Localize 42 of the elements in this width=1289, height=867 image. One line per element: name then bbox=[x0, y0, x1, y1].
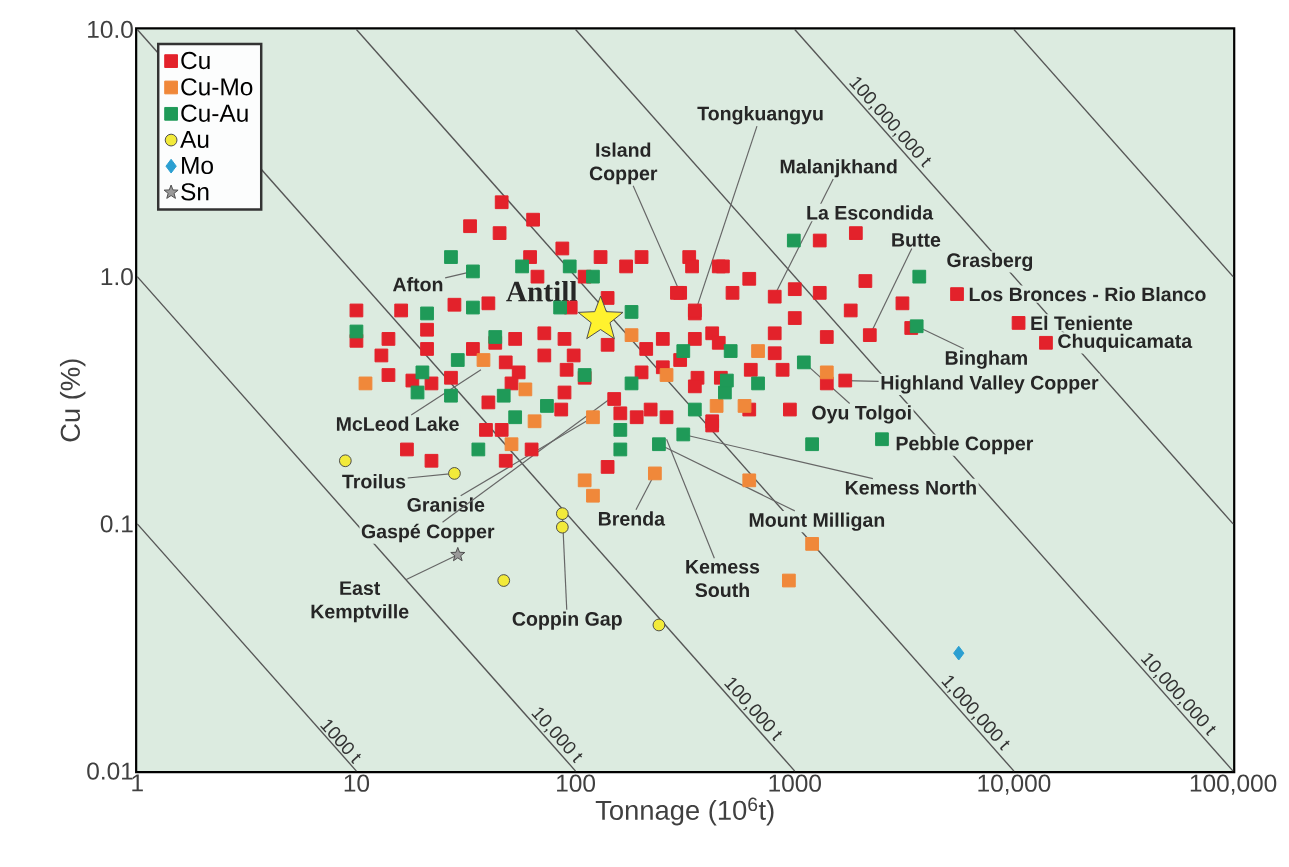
annotation: Los Bronces - Rio Blanco bbox=[969, 286, 1206, 302]
annotation: Malanjkhand bbox=[780, 159, 897, 178]
annotation: Tongkuangyu bbox=[697, 106, 823, 125]
annotation: Chuquicamata bbox=[1058, 333, 1193, 352]
annotation: East Kemptville bbox=[311, 581, 409, 623]
x-tick-label: 10,000 bbox=[978, 774, 1051, 795]
y-tick-label: 10.0 bbox=[88, 20, 133, 38]
annotation: Mount Milligan bbox=[749, 512, 885, 531]
annotation: La Escondida bbox=[807, 205, 934, 220]
x-tick-label: 10 bbox=[344, 774, 370, 792]
annotation: Antill bbox=[506, 280, 578, 302]
annotation: El Teniente bbox=[1031, 315, 1133, 330]
legend-label: Au bbox=[180, 130, 209, 148]
annotation: Afton bbox=[392, 276, 443, 292]
annotation: Brenda bbox=[598, 511, 666, 526]
annotation: Kemess South bbox=[686, 559, 760, 597]
annotation: Gaspé Copper bbox=[361, 523, 495, 543]
annotation: Kemess North bbox=[845, 480, 976, 495]
x-tick-label: 100 bbox=[557, 774, 596, 792]
annotation: Coppin Gap bbox=[512, 611, 622, 630]
legend-label: Mo bbox=[182, 156, 213, 174]
legend-label: Sn bbox=[181, 183, 209, 201]
legend-label: Cu bbox=[181, 51, 210, 70]
y-tick-label: 1.0 bbox=[101, 267, 133, 286]
x-tick-label: 100,000 bbox=[1190, 774, 1277, 795]
legend-label: Cu-Au bbox=[181, 104, 248, 122]
annotation: Bingham bbox=[945, 350, 1027, 369]
y-tick-label: 0.01 bbox=[87, 762, 133, 780]
legend-label: Cu-Mo bbox=[181, 78, 253, 96]
annotation: Troilus bbox=[342, 473, 406, 489]
x-axis-title: Tonnage (10$^{6}$t) bbox=[595, 797, 774, 826]
annotation: McLeod Lake bbox=[336, 416, 459, 431]
annotation: Butte bbox=[892, 233, 941, 247]
x-tick-label: 1 bbox=[132, 774, 143, 792]
annotation: Island Copper bbox=[589, 142, 658, 185]
y-tick-label: 0.1 bbox=[100, 515, 133, 533]
annotation: Oyu Tolgoi bbox=[812, 405, 911, 424]
annotation: Highland Valley Copper bbox=[881, 375, 1099, 394]
annotation: Grasberg bbox=[947, 252, 1033, 271]
annotation: Pebble Copper bbox=[896, 435, 1034, 455]
x-tick-label: 1000 bbox=[769, 774, 821, 792]
y-axis-title: Cu (%) bbox=[59, 359, 86, 442]
